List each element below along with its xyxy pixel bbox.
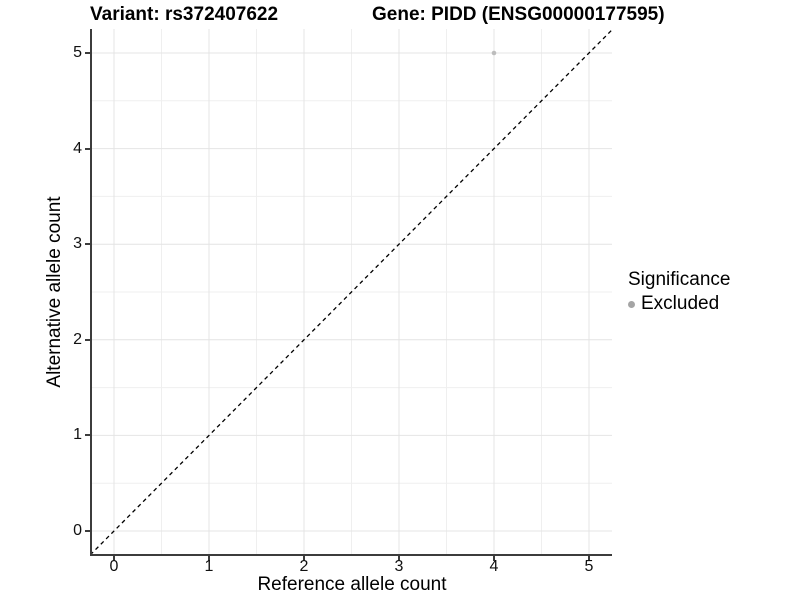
- legend-item-label: Excluded: [641, 293, 720, 314]
- y-tick-mark: [85, 338, 90, 341]
- y-axis-line: [90, 29, 92, 556]
- data-point-excluded: [491, 50, 497, 56]
- x-tick-label: 2: [299, 558, 309, 575]
- x-tick-mark: [113, 556, 115, 561]
- y-tick-label: 2: [73, 330, 82, 348]
- legend: Significance Excluded: [628, 269, 730, 315]
- plot-title-gene: Gene: PIDD (ENSG00000177595): [372, 4, 665, 25]
- identity-line: [92, 29, 612, 555]
- x-tick-label: 3: [394, 558, 404, 575]
- y-tick-mark: [85, 147, 90, 150]
- x-tick-mark: [398, 556, 400, 561]
- x-tick-mark: [303, 556, 305, 561]
- legend-title: Significance: [628, 269, 731, 290]
- x-tick-label: 4: [489, 558, 499, 575]
- x-axis-line: [90, 554, 612, 556]
- y-tick-label: 4: [73, 139, 82, 157]
- x-tick-label: 0: [109, 558, 119, 575]
- x-tick-mark: [588, 556, 590, 561]
- y-tick-label: 1: [73, 426, 82, 444]
- y-tick-label: 3: [73, 235, 82, 253]
- plot-panel: [92, 29, 612, 555]
- x-tick-mark: [208, 556, 210, 561]
- y-tick-label: 5: [73, 44, 82, 61]
- y-tick-mark: [85, 434, 90, 437]
- x-tick-label: 1: [204, 558, 214, 575]
- x-tick-mark: [493, 556, 495, 561]
- excluded-point-icon: [628, 300, 635, 308]
- y-tick-label: 0: [73, 522, 82, 539]
- legend-item-excluded: Excluded: [628, 293, 730, 315]
- x-axis-label: Reference allele count: [257, 574, 447, 595]
- y-tick-mark: [85, 243, 90, 246]
- y-tick-mark: [85, 530, 90, 532]
- y-tick-mark: [85, 52, 90, 54]
- plot-title-variant: Variant: rs372407622: [90, 4, 279, 25]
- x-tick-label: 5: [584, 558, 594, 575]
